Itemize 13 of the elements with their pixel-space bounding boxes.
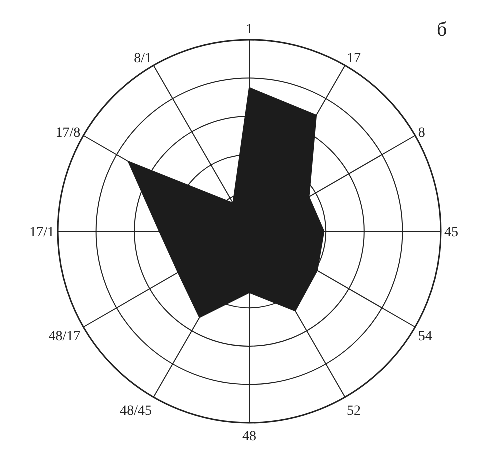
spoke-label: 17/1	[30, 225, 54, 240]
spoke-label: 45	[444, 225, 459, 240]
spoke-label: 48/45	[120, 404, 152, 419]
spoke-label: 8/1	[134, 52, 152, 67]
spoke-label: 48	[242, 430, 256, 445]
spoke-label: 1	[246, 22, 253, 38]
spoke-label: 54	[418, 329, 432, 344]
spoke-label: 52	[347, 404, 362, 419]
spoke-label: 17/8	[56, 126, 81, 141]
text: б	[437, 19, 448, 41]
spoke-label: 48/17	[48, 329, 81, 344]
spoke-label: 8	[418, 126, 426, 141]
spoke-label: 17	[347, 52, 362, 67]
